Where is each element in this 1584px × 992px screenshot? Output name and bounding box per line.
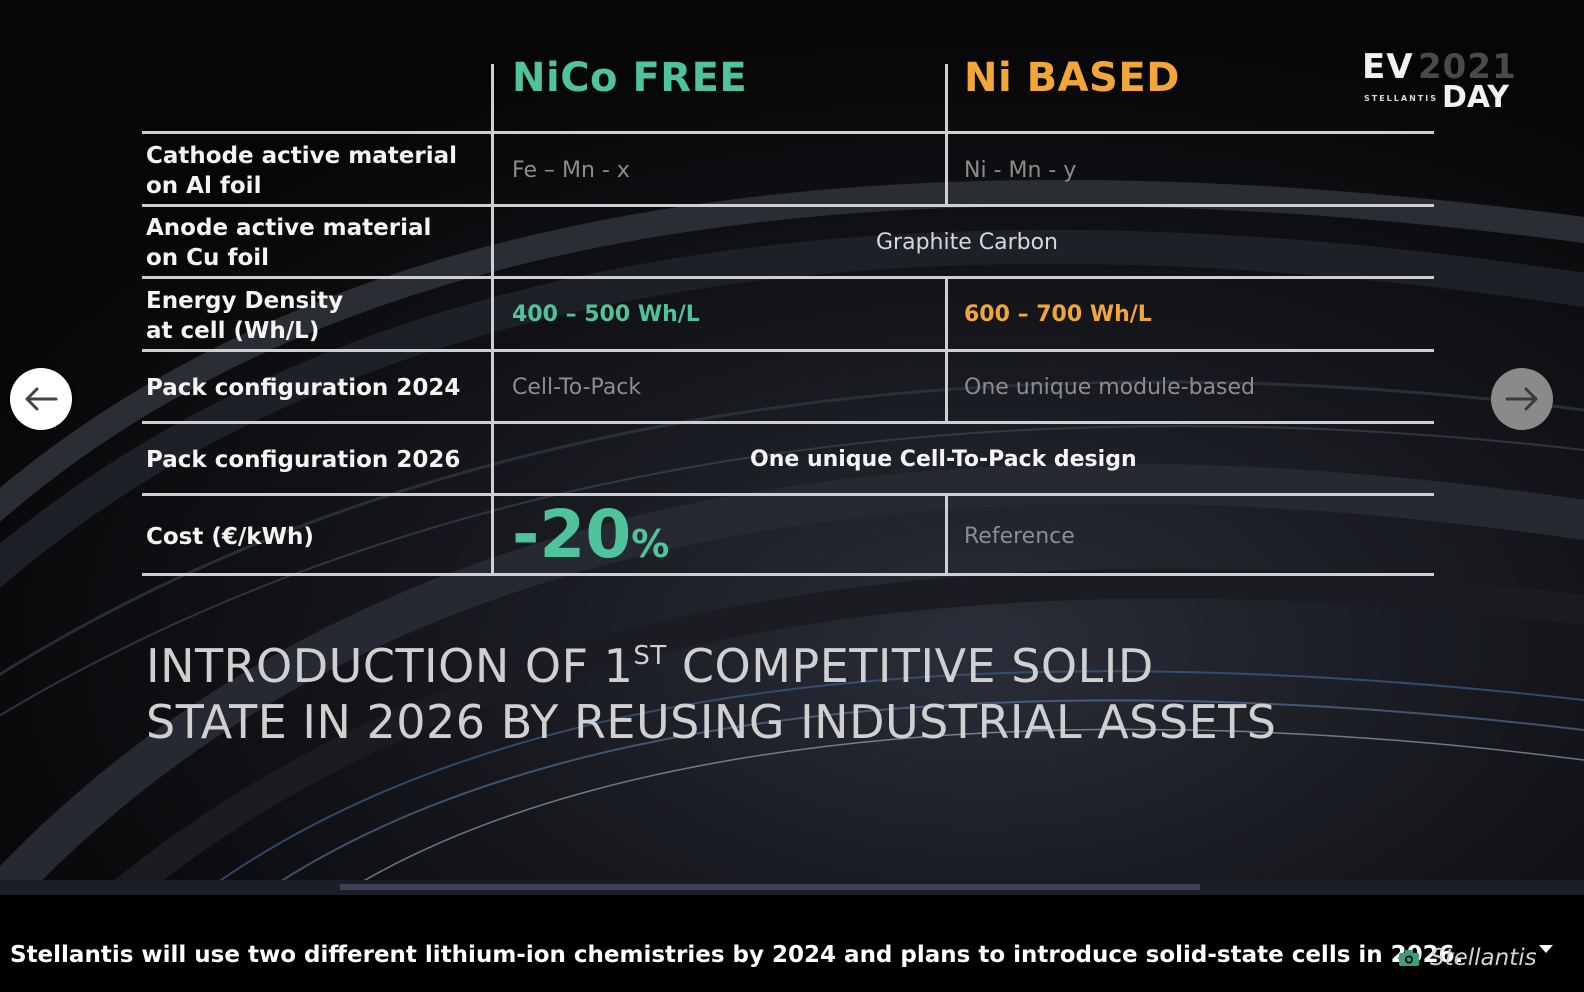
cost-reduction-value: -20	[512, 496, 632, 573]
table-rule	[142, 349, 1434, 352]
cell-cathode-ni: Ni - Mn - y	[964, 158, 1077, 183]
table-rule	[142, 276, 1434, 279]
column-header-ni-based: Ni BASED	[964, 55, 1180, 101]
table-rule	[142, 421, 1434, 424]
cost-percent-sign: %	[631, 522, 670, 566]
row-label-cathode: Cathode active material on Al foil	[146, 143, 457, 199]
table-rule	[142, 204, 1434, 207]
camera-icon	[1399, 950, 1419, 966]
highway-background	[0, 0, 1584, 895]
cell-energy-nico: 400 – 500 Wh/L	[512, 302, 700, 327]
headline-line-2: STATE IN 2026 BY REUSING INDUSTRIAL ASSE…	[146, 695, 1277, 749]
slide-headline: INTRODUCTION OF 1ST COMPETITIVE SOLID ST…	[146, 628, 1276, 750]
cell-cost-ni: Reference	[964, 524, 1075, 549]
row-label-cost: Cost (€/kWh)	[146, 524, 314, 550]
logo-brand-text: STELLANTIS	[1364, 94, 1438, 103]
table-divider	[945, 493, 948, 576]
table-rule	[142, 131, 1434, 134]
cell-pack-2024-ni: One unique module-based	[964, 375, 1256, 400]
logo-ev-text: EV	[1362, 47, 1414, 87]
logo-year-text: 2021	[1418, 47, 1517, 87]
image-caption: Stellantis will use two different lithiu…	[10, 942, 1464, 968]
cell-energy-ni: 600 – 700 Wh/L	[964, 302, 1152, 327]
headline-line-1-end: COMPETITIVE SOLID	[666, 639, 1154, 693]
headline-line-1-start: INTRODUCTION OF 1	[146, 639, 634, 693]
caret-down-icon[interactable]	[1538, 944, 1554, 954]
row-label-pack-2024: Pack configuration 2024	[146, 375, 461, 401]
next-slide-button[interactable]	[1491, 368, 1553, 430]
table-divider	[945, 276, 948, 423]
headline-superscript: ST	[633, 641, 667, 671]
row-label-pack-2026: Pack configuration 2026	[146, 447, 461, 473]
cell-cost-nico: -20%	[512, 502, 669, 568]
table-divider	[491, 64, 494, 576]
ev-day-2021-logo: EV 2021 STELLANTIS DAY	[1362, 47, 1516, 120]
row-label-anode: Anode active material on Cu foil	[146, 215, 432, 271]
cell-anode-shared: Graphite Carbon	[876, 230, 1059, 255]
arrow-right-icon	[1505, 387, 1538, 411]
logo-day-text: DAY	[1442, 80, 1509, 115]
cell-pack-2026-shared: One unique Cell-To-Pack design	[750, 447, 1137, 472]
headline-line-1: INTRODUCTION OF 1ST COMPETITIVE SOLID	[146, 628, 1276, 694]
column-header-nico-free: NiCo FREE	[512, 55, 748, 101]
gallery-slide-image: EV 2021 STELLANTIS DAY NiCo FREE Ni BASE…	[0, 0, 1584, 895]
table-rule	[142, 573, 1434, 576]
cell-pack-2024-nico: Cell-To-Pack	[512, 375, 642, 400]
previous-slide-button[interactable]	[10, 368, 72, 430]
photo-credit: Stellantis	[1398, 944, 1537, 972]
photo-credit-name: Stellantis	[1430, 944, 1537, 971]
table-divider	[945, 64, 948, 206]
row-label-energy-density: Energy Density at cell (Wh/L)	[146, 288, 344, 344]
arrow-left-icon	[25, 387, 58, 411]
table-rule	[142, 493, 1434, 496]
cell-cathode-nico: Fe – Mn - x	[512, 158, 630, 183]
